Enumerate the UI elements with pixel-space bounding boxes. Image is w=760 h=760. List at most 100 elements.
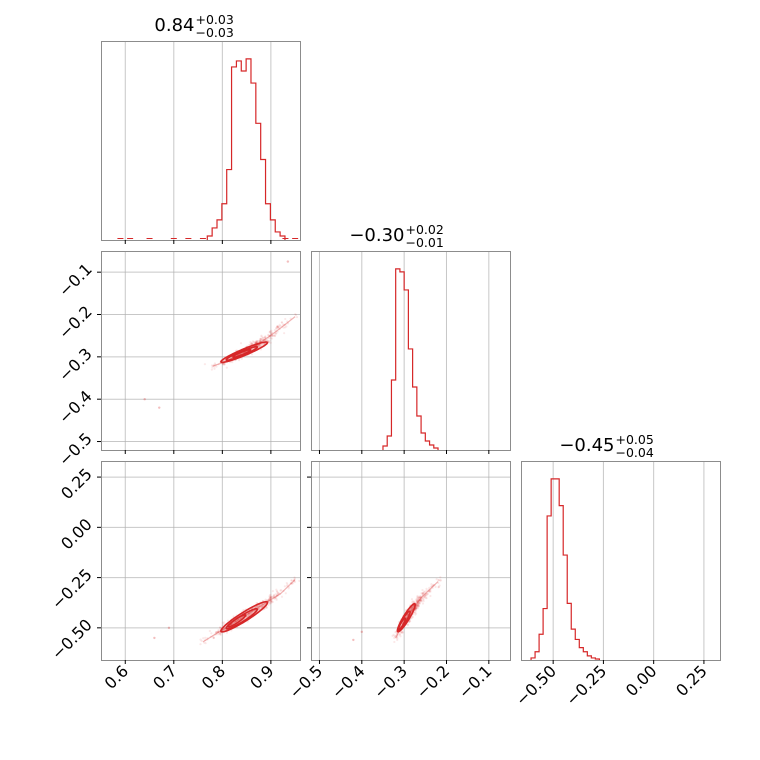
hist-panel-2-border [521,461,721,661]
sample-point [416,605,419,608]
sample-point [424,596,427,600]
sample-point [413,610,416,614]
sample-point [431,586,434,590]
x-tick-label: −0.4 [328,661,369,702]
sample-point [270,601,273,604]
sample-point [410,608,413,611]
sample-point [293,577,296,580]
sample-point [414,609,418,612]
hist-panel-1-background [311,251,510,450]
contour-line-1 [225,607,259,630]
sample-point [424,592,427,595]
sample-point [393,636,396,639]
sample-point [392,633,395,636]
histogram-bin [430,445,434,450]
sample-point [268,330,271,334]
sample-point [423,594,427,597]
sample-point [269,597,272,601]
sample-point [400,631,403,634]
sample-point [267,334,270,337]
sample-point [414,607,417,611]
hist-panel-2: −0.50 −0.25 0.00 0.25 [512,461,721,709]
sample-point [425,596,428,600]
sample-point [419,595,422,598]
sample-point [274,593,277,596]
sample-point [262,338,265,342]
scatter-panel-0-1-content [143,260,299,409]
sample-point [398,633,401,636]
sample-point [212,636,215,639]
sample-point [211,635,214,638]
sample-point [237,618,240,622]
sample-point [401,631,404,634]
sample-point [273,334,276,338]
sample-point [252,610,255,613]
sample-point [418,596,422,599]
sample-point [293,580,297,583]
sample-point [215,631,218,634]
scatter-panel-0-1-background [101,251,300,450]
sample-point [206,637,209,640]
sample-point [298,579,300,583]
sample-point [269,332,273,335]
sample-point [264,338,267,341]
sample-point [257,604,260,607]
y-tick-label: −0.25 [48,565,96,613]
sample-point [218,626,222,630]
sample-point [417,601,420,604]
sample-point [401,630,404,633]
sample-point [258,339,261,343]
sample-point [276,330,279,333]
sample-point [252,340,255,344]
hist-title-2: −0.45 +0.05−0.04 [559,432,654,460]
sample-point [260,338,263,341]
sample-point [396,634,399,637]
sample-point [223,362,226,366]
sample-point [273,594,276,597]
sample-point [272,596,275,599]
sample-point [259,337,262,340]
sample-point [275,588,278,591]
sample-point [221,362,225,365]
sample-point [270,331,273,334]
sample-point [401,631,404,634]
sample-point [203,363,207,366]
sample-point [212,636,215,640]
sample-point [439,579,442,582]
sample-point [416,607,419,610]
sample-point [406,614,409,617]
sample-point [250,353,254,356]
contour-line-1 [397,610,411,632]
sample-point [258,344,261,347]
sample-point [291,582,294,585]
histogram-bin [547,516,551,660]
sample-point [204,639,207,642]
sample-point [417,605,420,608]
sample-point [417,604,420,607]
scatter-panel-0-2-content [153,576,300,646]
sample-point [259,343,262,346]
x-tick-label: −0.50 [512,661,560,709]
sample-point [438,584,441,587]
sample-point [221,629,224,632]
sample-point [411,606,415,609]
sample-point [290,579,293,582]
sample-point [283,332,286,335]
sample-point [423,595,426,598]
sample-point [217,630,220,633]
sample-point [280,595,284,598]
sample-point [416,601,419,604]
sample-point [425,594,428,597]
title-minus: −0.03 [196,25,234,40]
sample-point [210,364,214,367]
sample-point [422,597,425,600]
sample-point [268,595,271,598]
sample-point [416,603,419,606]
sample-point [417,602,420,605]
sample-point [255,606,259,609]
histogram-bin [583,652,587,660]
sample-point [259,339,262,342]
sample-point [270,333,273,336]
sample-point [269,330,272,333]
sample-point [417,599,420,602]
